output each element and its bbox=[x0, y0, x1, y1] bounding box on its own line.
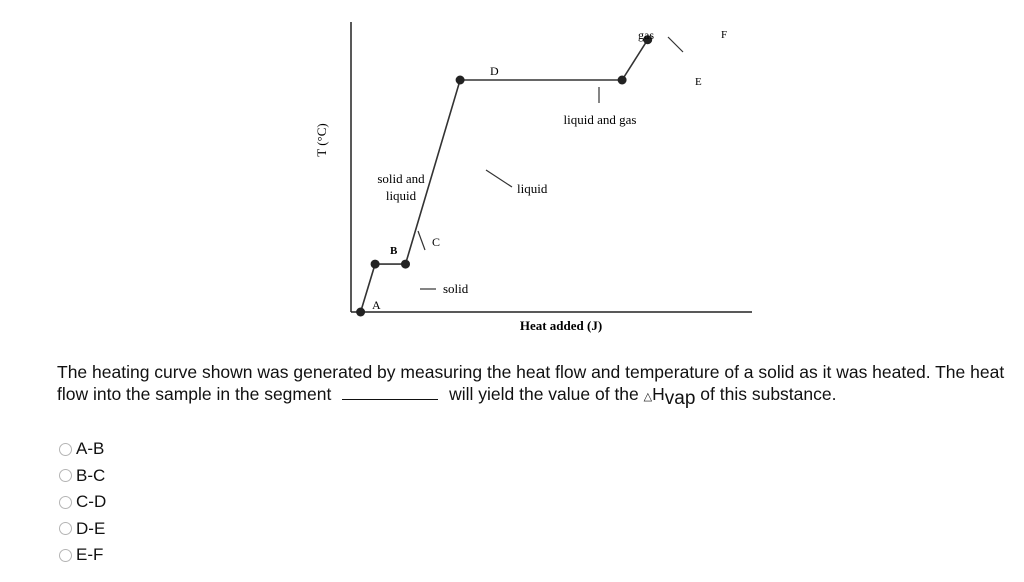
answer-options: A-B B-C C-D D-E E-F bbox=[59, 436, 106, 569]
question-text-end: of this substance. bbox=[700, 384, 837, 404]
point-d-marker bbox=[455, 75, 465, 85]
option-label: D-E bbox=[76, 518, 106, 538]
heating-curve-chart: T (°C) Heat added (J) A B C D E F solid … bbox=[314, 22, 752, 333]
radio-icon[interactable] bbox=[59, 522, 72, 536]
liquid-pointer bbox=[485, 169, 513, 188]
point-e-marker bbox=[617, 75, 627, 85]
solid-liquid-annotation-line1: solid and bbox=[377, 171, 425, 186]
question-text-after: will yield the value of the bbox=[449, 384, 639, 404]
point-c-marker bbox=[401, 259, 410, 269]
point-c-label: C bbox=[432, 235, 440, 249]
liquid-gas-annotation: liquid and gas bbox=[564, 112, 637, 127]
h-label: H bbox=[652, 384, 665, 404]
option-d-e[interactable]: D-E bbox=[59, 516, 106, 543]
radio-icon[interactable] bbox=[59, 548, 72, 562]
point-a-label: A bbox=[372, 298, 381, 312]
liquid-annotation: liquid bbox=[517, 181, 548, 196]
question-text: The heating curve shown was generated by… bbox=[57, 361, 1007, 409]
h-subscript: vap bbox=[664, 388, 696, 409]
y-axis-label: T (°C) bbox=[314, 123, 329, 156]
radio-icon[interactable] bbox=[59, 495, 72, 509]
heating-curve-line bbox=[359, 39, 649, 313]
option-label: C-D bbox=[76, 492, 107, 512]
point-b-label: B bbox=[390, 245, 398, 257]
option-b-c[interactable]: B-C bbox=[59, 463, 106, 490]
option-label: E-F bbox=[76, 545, 104, 565]
point-f-label: F bbox=[721, 29, 727, 41]
option-label: A-B bbox=[76, 439, 105, 459]
radio-icon[interactable] bbox=[59, 442, 72, 456]
solid-liquid-pointer bbox=[417, 230, 426, 251]
gas-pointer bbox=[667, 36, 684, 53]
solid-liquid-annotation-line2: liquid bbox=[386, 188, 417, 203]
option-e-f[interactable]: E-F bbox=[59, 542, 106, 569]
solid-annotation: solid bbox=[443, 281, 469, 296]
question-text-before: The heating curve shown was generated by… bbox=[57, 362, 1005, 404]
point-a-marker bbox=[356, 307, 366, 317]
gas-annotation: gas bbox=[638, 28, 654, 42]
radio-icon[interactable] bbox=[59, 469, 72, 483]
option-a-b[interactable]: A-B bbox=[59, 436, 106, 463]
point-f-marker bbox=[643, 35, 653, 45]
answer-blank bbox=[342, 385, 439, 400]
point-d-label: D bbox=[490, 64, 499, 78]
x-axis-label: Heat added (J) bbox=[520, 318, 602, 333]
option-c-d[interactable]: C-D bbox=[59, 489, 106, 516]
point-e-label: E bbox=[695, 76, 702, 88]
point-b-marker bbox=[370, 259, 380, 269]
option-label: B-C bbox=[76, 465, 106, 485]
delta-icon: △ bbox=[643, 391, 653, 403]
